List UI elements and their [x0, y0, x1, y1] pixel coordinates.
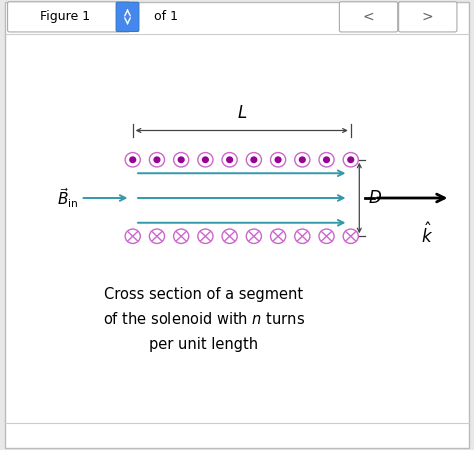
Circle shape: [149, 229, 164, 243]
Circle shape: [324, 157, 329, 162]
Circle shape: [227, 157, 233, 162]
Circle shape: [295, 229, 310, 243]
Circle shape: [198, 229, 213, 243]
Circle shape: [271, 153, 286, 167]
Circle shape: [125, 229, 140, 243]
FancyBboxPatch shape: [8, 2, 130, 32]
Text: of the solenoid with $n$ turns: of the solenoid with $n$ turns: [103, 311, 305, 328]
Circle shape: [173, 153, 189, 167]
Text: <: <: [363, 10, 374, 24]
Text: Figure 1: Figure 1: [40, 10, 91, 23]
Circle shape: [154, 157, 160, 162]
FancyBboxPatch shape: [399, 2, 457, 32]
Circle shape: [343, 229, 358, 243]
Circle shape: [319, 229, 334, 243]
Circle shape: [202, 157, 208, 162]
Text: $\hat{k}$: $\hat{k}$: [420, 223, 433, 248]
Text: >: >: [422, 10, 434, 24]
Circle shape: [149, 153, 164, 167]
Circle shape: [222, 153, 237, 167]
Text: $L$: $L$: [237, 104, 247, 122]
Circle shape: [300, 157, 305, 162]
Circle shape: [222, 229, 237, 243]
FancyBboxPatch shape: [5, 2, 469, 448]
Circle shape: [295, 153, 310, 167]
FancyBboxPatch shape: [116, 2, 139, 32]
Text: of 1: of 1: [154, 10, 178, 23]
Circle shape: [173, 229, 189, 243]
Circle shape: [319, 153, 334, 167]
Circle shape: [251, 157, 257, 162]
Circle shape: [130, 157, 136, 162]
Text: per unit length: per unit length: [149, 337, 258, 352]
Circle shape: [343, 153, 358, 167]
Text: $D$: $D$: [368, 189, 382, 207]
Circle shape: [198, 153, 213, 167]
Circle shape: [271, 229, 286, 243]
Text: $\vec{B}_{\mathrm{in}}$: $\vec{B}_{\mathrm{in}}$: [57, 186, 78, 210]
Circle shape: [125, 153, 140, 167]
FancyBboxPatch shape: [339, 2, 398, 32]
Circle shape: [178, 157, 184, 162]
Circle shape: [275, 157, 281, 162]
Circle shape: [348, 157, 354, 162]
Circle shape: [246, 229, 262, 243]
Text: Cross section of a segment: Cross section of a segment: [104, 287, 303, 302]
Circle shape: [246, 153, 262, 167]
